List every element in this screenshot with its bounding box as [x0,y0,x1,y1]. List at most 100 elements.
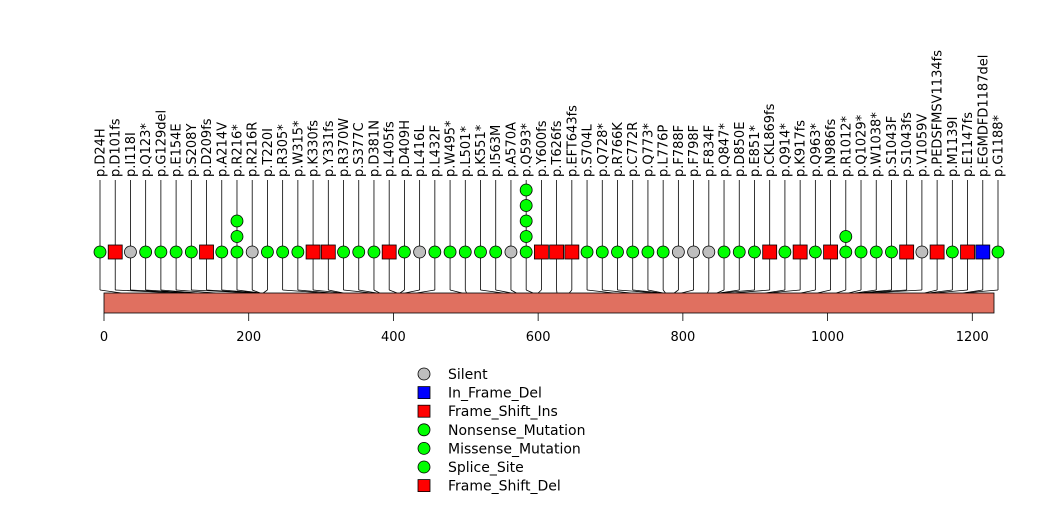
mutation-marker [154,245,168,259]
mutation-marker [945,245,959,259]
mutation-markers [93,183,1005,260]
mutation-marker [261,245,274,259]
mutation-marker [337,245,350,259]
legend-label: Missense_Mutation [448,441,581,457]
legend-swatch [417,404,431,418]
mutation-label: p.L501* [459,126,474,177]
mutation-marker [899,244,915,260]
mutation-label: p.I118I [124,132,139,177]
mutation-label: p.A570A [504,122,519,177]
connector-diagonal [358,289,377,294]
mutation-label: p.W495* [444,120,459,177]
connector-diagonal [924,289,938,294]
mutation-label: p.Y600fs [535,120,550,177]
mutation-marker [169,245,183,259]
mutation-label: p.S1043F [885,116,900,177]
mutation-label: p.Y331fs [322,120,337,177]
mutation-marker [230,214,244,228]
mutation-marker [839,230,853,243]
connector-diagonal [252,289,261,294]
x-tick-label: 400 [381,330,406,345]
mutation-label: p.D101fs [109,118,124,177]
mutation-marker [245,245,259,259]
mutation-marker [808,245,822,259]
x-axis: 0 200 400 600 800 1000 1200 [100,313,989,345]
connector-diagonal [328,289,344,294]
mutation-marker [320,244,336,260]
mutation-label: p.F798F [687,125,702,177]
mutation-label: p.W315* [291,120,306,177]
connector-diagonal [480,289,503,294]
mutation-marker [519,245,533,259]
mutation-marker [854,245,868,259]
connector-diagonal [800,289,816,294]
connector-diagonal [732,289,770,294]
mutation-marker [671,245,685,259]
connector-diagonal [719,289,755,294]
connector-diagonal [495,289,512,294]
connector-diagonal [464,289,467,294]
mutation-label: p.CKL869fs [763,103,778,177]
legend-label: Frame_Shift_Del [448,479,561,495]
mutation-label: p.K330fs [307,120,322,177]
legend-swatch [417,423,431,437]
mutation-marker [929,244,945,260]
mutation-label: p.D24H [94,128,109,177]
connector-diagonal [587,289,614,294]
mutation-label: p.V1059V [915,114,930,177]
mutation-marker [549,244,565,260]
mutation-label: p.Q963* [809,123,824,177]
connector-diagonal [160,289,198,294]
connector-diagonal [206,289,256,294]
mutation-marker [702,245,716,259]
x-tick-label: 0 [100,330,108,345]
connector-diagonal [855,289,877,294]
mutation-label: p.L416L [413,125,428,177]
mutation-label: p.L405fs [383,121,398,177]
legend-swatch [417,367,431,381]
mutation-label: p.Q728* [596,123,611,177]
mutation-marker [792,244,808,260]
mutation-label: p.T626fs [550,120,565,177]
mutation-marker [381,244,397,260]
mutation-label: p.F834F [702,125,717,177]
connector-diagonal [416,289,435,294]
mutation-label: p.PEDSFMSV1134fs [931,50,946,177]
x-tick-label: 800 [670,330,695,345]
mutation-marker [398,245,411,259]
connector-diagonal [817,289,831,294]
x-tick-label: 1000 [811,330,844,345]
mutation-label: p.M1139I [946,116,961,177]
mutation-label: p.L776P [657,125,672,177]
mutation-marker [230,230,244,243]
connector-diagonal [343,289,372,294]
connector-diagonal [262,289,268,294]
mutation-label: p.G129del [154,110,169,177]
mutation-label: p.E851* [748,125,763,177]
connector-diagonal [449,289,463,294]
mutation-marker [611,245,624,259]
connector-diagonal [313,289,343,294]
connector-diagonal [373,289,380,294]
mutation-marker [687,245,700,259]
connector-diagonal [836,289,846,294]
mutation-marker [474,245,487,259]
connector-diagonal [221,289,259,294]
connector-diagonal [767,289,801,294]
connector-diagonal [602,289,631,294]
legend-label: Nonsense_Mutation [448,423,585,439]
connector-diagonal [282,289,325,294]
mutation-marker [595,245,609,259]
mutation-label: p.S704L [581,124,596,177]
mutation-label: p.C772R [626,122,641,177]
mutation-label: p.R766K [611,122,626,177]
mutation-marker [823,244,838,260]
mutation-label: p.Q123* [139,123,154,177]
connector-diagonal [870,289,922,294]
mutation-label: p.Q593* [520,123,535,177]
connector-diagonal [404,289,420,294]
mutation-label: p.Q847* [718,123,733,177]
connector-diagonal [389,289,398,294]
mutation-marker [367,245,381,259]
